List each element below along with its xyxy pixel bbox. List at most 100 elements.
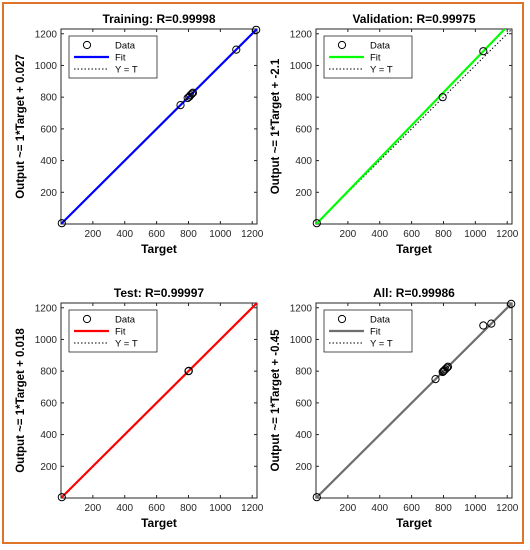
data-point — [438, 367, 447, 377]
legend-fit-label: Fit — [115, 53, 126, 64]
x-tick-label: 800 — [435, 229, 452, 240]
data-point — [507, 299, 516, 308]
y-axis-label: Output ~= 1*Target + -2.1 — [270, 58, 282, 194]
legend-data-marker — [82, 40, 92, 50]
x-tick-label: 400 — [116, 229, 133, 240]
legend-data-marker — [82, 314, 92, 324]
y-tick-label: 1000 — [290, 61, 313, 72]
y-tick-label: 1200 — [290, 303, 313, 314]
y-tick-label: 800 — [295, 93, 312, 104]
legend-data-label: Data — [370, 41, 391, 52]
x-tick-label: 200 — [340, 229, 357, 240]
data-point — [186, 91, 195, 100]
legend-data-label: Data — [115, 315, 136, 326]
data-point — [57, 493, 66, 502]
legend-data-marker — [337, 314, 347, 324]
y-tick-label: 200 — [295, 188, 312, 199]
x-tick-label: 1000 — [209, 229, 232, 240]
data-point — [479, 47, 488, 56]
fit-line — [316, 303, 512, 498]
legend-data-label: Data — [115, 41, 136, 52]
y-tick-label: 400 — [40, 430, 57, 441]
figure-frame: Training: R=0.99998 200 400 600 800 1000 1200 2… — [2, 2, 524, 544]
x-tick-label: 200 — [85, 229, 102, 240]
data-point — [187, 89, 197, 98]
x-tick-label: 1200 — [241, 229, 264, 240]
x-tick-label: 600 — [403, 503, 420, 514]
data-point — [188, 88, 198, 97]
legend-fit-label: Fit — [370, 327, 381, 338]
x-tick-label: 800 — [180, 503, 197, 514]
y-tick-label: 1000 — [290, 335, 313, 346]
x-tick-label: 400 — [371, 503, 388, 514]
y-tick-label: 400 — [295, 430, 312, 441]
data-point — [176, 100, 185, 110]
y-tick-label: 1200 — [290, 29, 313, 40]
y-tick-label: 800 — [40, 93, 57, 104]
x-axis-label: Target — [141, 242, 177, 256]
chart-1: Training: R=0.99998 200 400 600 800 1000 1200 2… — [15, 12, 264, 256]
y-tick-label: 600 — [40, 124, 57, 135]
x-tick-label: 600 — [148, 229, 165, 240]
legend-data-marker — [337, 40, 347, 50]
y-tick-label: 400 — [40, 156, 57, 167]
plot-lines — [316, 303, 512, 498]
chart-title: Training: R=0.99998 — [102, 12, 215, 26]
data-point — [312, 493, 321, 502]
chart-title: Test: R=0.99997 — [114, 286, 204, 300]
chart-title: All: R=0.99986 — [373, 286, 455, 300]
x-tick-label: 1000 — [464, 229, 487, 240]
regression-figure: Training: R=0.99998 200 400 600 800 1000 1200 2… — [15, 12, 519, 530]
fit-line — [61, 303, 257, 498]
legend-identity-label: Y = T — [370, 65, 393, 76]
data-point — [252, 25, 261, 34]
y-tick-label: 1000 — [35, 61, 58, 72]
x-axis-label: Target — [396, 516, 432, 530]
y-tick-label: 200 — [40, 462, 57, 473]
y-tick-label: 200 — [295, 462, 312, 473]
x-tick-label: 1000 — [464, 503, 487, 514]
x-tick-label: 800 — [180, 229, 197, 240]
x-tick-label: 600 — [403, 229, 420, 240]
y-tick-label: 400 — [295, 156, 312, 167]
data-point — [442, 363, 452, 372]
y-tick-label: 1200 — [35, 29, 58, 40]
plot-lines — [316, 29, 512, 224]
x-tick-label: 1200 — [496, 229, 519, 240]
data-point — [441, 365, 450, 374]
legend-fit-label: Fit — [115, 327, 126, 338]
x-tick-label: 1200 — [496, 503, 519, 514]
y-tick-label: 1200 — [35, 303, 58, 314]
data-point — [479, 321, 488, 330]
x-axis-label: Target — [396, 242, 432, 256]
legend-data-label: Data — [370, 315, 391, 326]
legend-fit-label: Fit — [370, 53, 381, 64]
data-point — [487, 319, 496, 328]
data-point — [57, 219, 66, 228]
x-tick-label: 400 — [371, 229, 388, 240]
y-tick-label: 200 — [40, 188, 57, 199]
chart-2: Validation: R=0.99975 200 400 600 800 1000 120… — [270, 12, 519, 256]
data-point — [183, 93, 192, 103]
chart-3: Test: R=0.99997 200 400 600 800 1000 1200 200 40… — [15, 286, 264, 530]
data-point — [312, 219, 321, 228]
y-tick-label: 800 — [40, 367, 57, 378]
data-point — [184, 366, 193, 375]
data-point — [232, 45, 241, 54]
chart-title: Validation: R=0.99975 — [352, 12, 475, 26]
legend-identity-label: Y = T — [370, 339, 393, 350]
y-axis-label: Output ~= 1*Target + 0.018 — [15, 328, 27, 473]
y-axis-label: Output ~= 1*Target + -0.45 — [270, 329, 282, 472]
y-tick-label: 600 — [295, 398, 312, 409]
x-tick-label: 200 — [340, 503, 357, 514]
x-axis-label: Target — [141, 516, 177, 530]
plot-lines — [61, 303, 257, 498]
data-point — [431, 374, 440, 384]
y-tick-label: 800 — [295, 367, 312, 378]
legend-identity-label: Y = T — [115, 339, 138, 350]
x-tick-label: 600 — [148, 503, 165, 514]
